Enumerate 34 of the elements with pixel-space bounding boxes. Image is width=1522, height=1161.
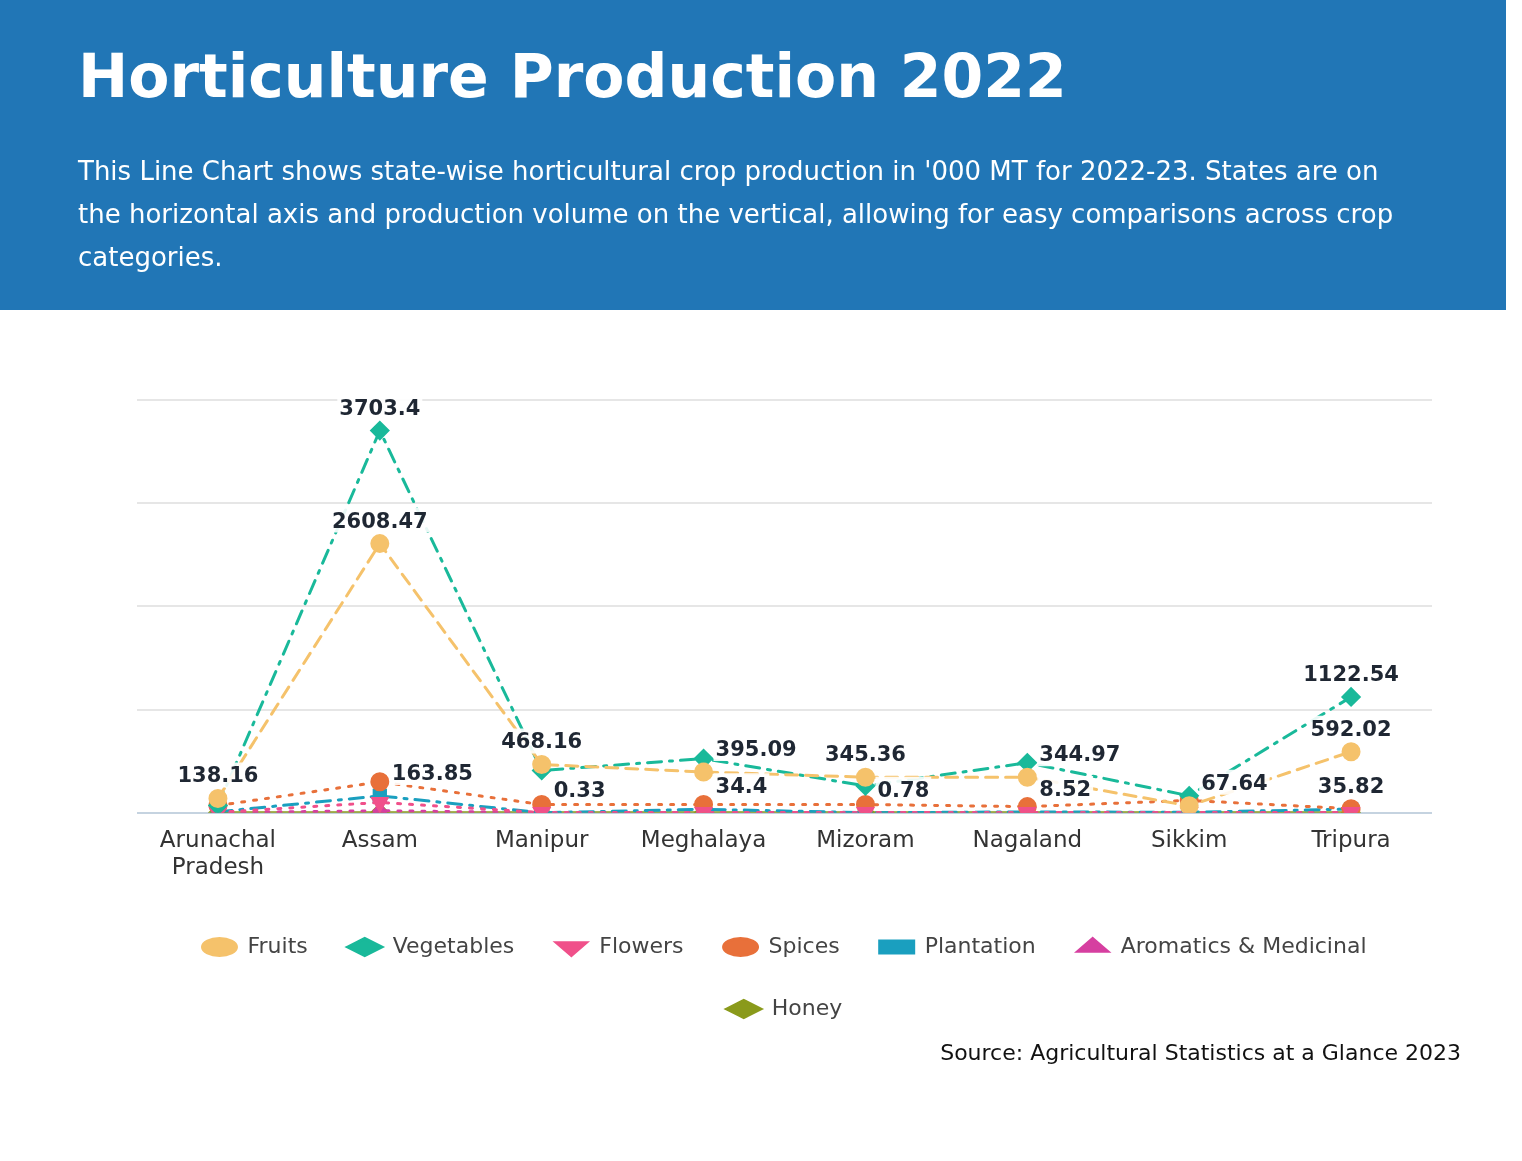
data-label: 0.78 [877,777,930,802]
x-tick-label: Mizoram [816,825,915,852]
x-tick-label: Nagaland [972,825,1083,852]
legend-label: Aromatics & Medicinal [1120,932,1367,958]
legend-label: Plantation [924,932,1036,958]
x-tick-label: Assam [341,825,418,852]
data-label: 1122.54 [1303,661,1399,686]
chart-subtitle: This Line Chart shows state-wise horticultural crop production in '000 MT for 2022-23. States are on the horizontal axis and production volume on the vertical, allowing for easy comparisons across crop categories. [78,155,1395,274]
data-label: 34.4 [715,774,768,799]
data-label: 468.16 [501,729,583,754]
chart-title: Horticulture Production 2022 [78,40,1068,113]
data-label: 35.82 [1317,774,1385,799]
legend-label: Spices [768,932,840,958]
legend-label: Honey [771,994,843,1020]
data-label: 138.16 [177,763,259,788]
data-label: 3703.4 [339,395,421,420]
x-tick-label: Arunachal Pradesh [159,825,277,880]
x-tick-label: Tripura [1310,825,1391,852]
source-note: Source: Agricultural Statistics at a Glance 2023 [940,1040,1461,1065]
data-label: 67.64 [1201,770,1268,795]
data-label: 395.09 [715,736,797,761]
x-tick-label: Meghalaya [640,825,767,852]
x-tick-label: Sikkim [1150,825,1228,852]
data-label: 344.97 [1039,742,1121,767]
legend-label: Fruits [247,932,308,958]
x-tick-label: Manipur [494,825,589,852]
data-label: 0.33 [553,777,606,802]
legend-label: Vegetables [392,932,515,958]
data-label: 2608.47 [331,508,428,533]
data-label: 345.36 [824,742,906,767]
legend-label: Flowers [599,932,684,958]
data-label: 163.85 [391,760,473,785]
data-label: 8.52 [1039,776,1092,801]
data-label: 592.02 [1310,716,1392,741]
